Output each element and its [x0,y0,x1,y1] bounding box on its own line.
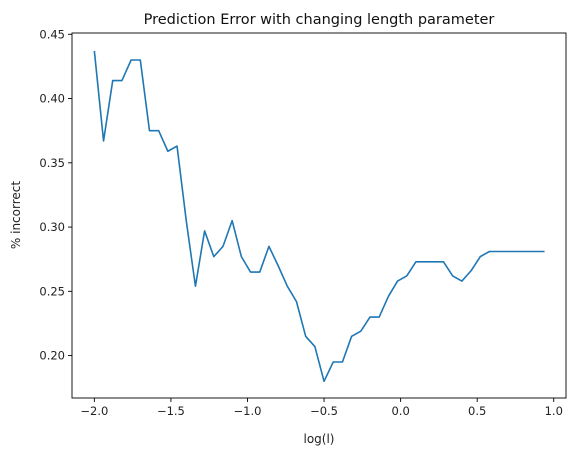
x-tick-label: 1.0 [545,404,563,418]
series-line [93,50,545,383]
y-tick-label: 0.35 [39,156,65,170]
x-tick-label: −2.0 [80,404,108,418]
plot-area: −2.0 −1.5 −1.0 −0.5 0.0 0.5 1.0 0.20 0.25 0.30 0.3… [39,27,567,418]
y-axis-label: % incorrect [9,181,23,249]
x-tick-label: −1.5 [157,404,185,418]
y-tick-label: 0.25 [39,284,65,298]
x-axis-label: log(l) [304,432,335,446]
y-tick-label: 0.20 [39,349,65,363]
x-tick-label: −0.5 [310,404,338,418]
y-tick-label: 0.40 [39,92,65,106]
y-tick-label: 0.45 [39,27,65,41]
chart-title: Prediction Error with changing length pa… [144,12,495,28]
x-tick-label: 0.5 [468,404,486,418]
y-tick-label: 0.30 [39,220,65,234]
x-tick-label: −1.0 [234,404,262,418]
plot-frame [71,32,567,399]
x-tick-label: 0.0 [391,404,409,418]
